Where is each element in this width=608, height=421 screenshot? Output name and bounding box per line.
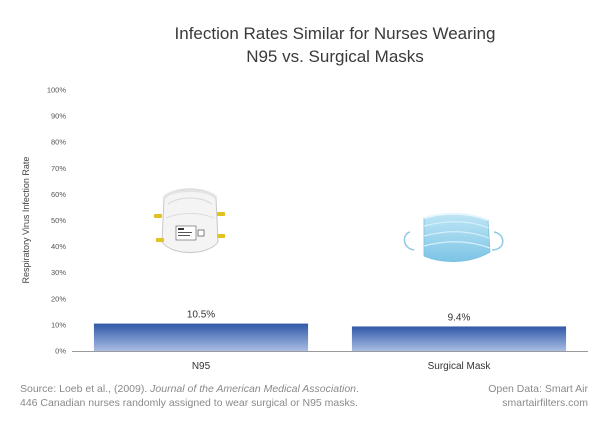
source-citation: Source: Loeb et al., (2009). Journal of …: [20, 382, 359, 396]
y-tick-label: 10%: [51, 320, 66, 329]
bar-surgical-mask: [351, 326, 567, 351]
bar-n95: [93, 323, 309, 351]
source-note: Source: Loeb et al., (2009). Journal of …: [20, 382, 359, 410]
website-link[interactable]: smartairfilters.com: [502, 397, 588, 409]
chart-title: Infection Rates Similar for Nurses Weari…: [120, 22, 550, 68]
y-tick-label: 80%: [51, 138, 66, 147]
x-tick-label: N95: [192, 361, 211, 372]
y-tick-label: 60%: [51, 190, 66, 199]
y-axis-ticks: 0% 10% 20% 30% 40% 50% 60% 70% 80% 90% 100%: [47, 86, 67, 356]
y-tick-label: 40%: [51, 242, 66, 251]
bars-group: 10.5% 9.4%: [93, 310, 567, 351]
n95-mask-icon: [154, 188, 225, 253]
x-axis-labels: N95 Surgical Mask: [192, 361, 492, 372]
chart-title-line-1: Infection Rates Similar for Nurses Weari…: [174, 24, 496, 43]
open-data-credit: Open Data: Smart Air: [488, 383, 588, 395]
surgical-mask-icon: [403, 212, 504, 262]
y-tick-label: 90%: [51, 112, 66, 121]
source-journal: Journal of the American Medical Associat…: [150, 383, 356, 395]
chart-title-line-2: N95 vs. Surgical Masks: [246, 47, 424, 66]
y-tick-label: 0%: [55, 347, 66, 356]
source-suffix: .: [356, 383, 359, 395]
study-note: 446 Canadian nurses randomly assigned to…: [20, 397, 358, 409]
y-tick-label: 100%: [47, 86, 67, 95]
credit-note: Open Data: Smart Air smartairfilters.com: [488, 382, 588, 410]
source-prefix: Source: Loeb et al., (2009).: [20, 383, 151, 395]
y-tick-label: 20%: [51, 294, 66, 303]
bar-value-label: 9.4%: [448, 312, 471, 323]
y-tick-label: 30%: [51, 268, 66, 277]
y-tick-label: 50%: [51, 216, 66, 225]
y-tick-label: 70%: [51, 164, 66, 173]
x-tick-label: Surgical Mask: [428, 361, 492, 372]
bar-value-label: 10.5%: [187, 310, 215, 321]
